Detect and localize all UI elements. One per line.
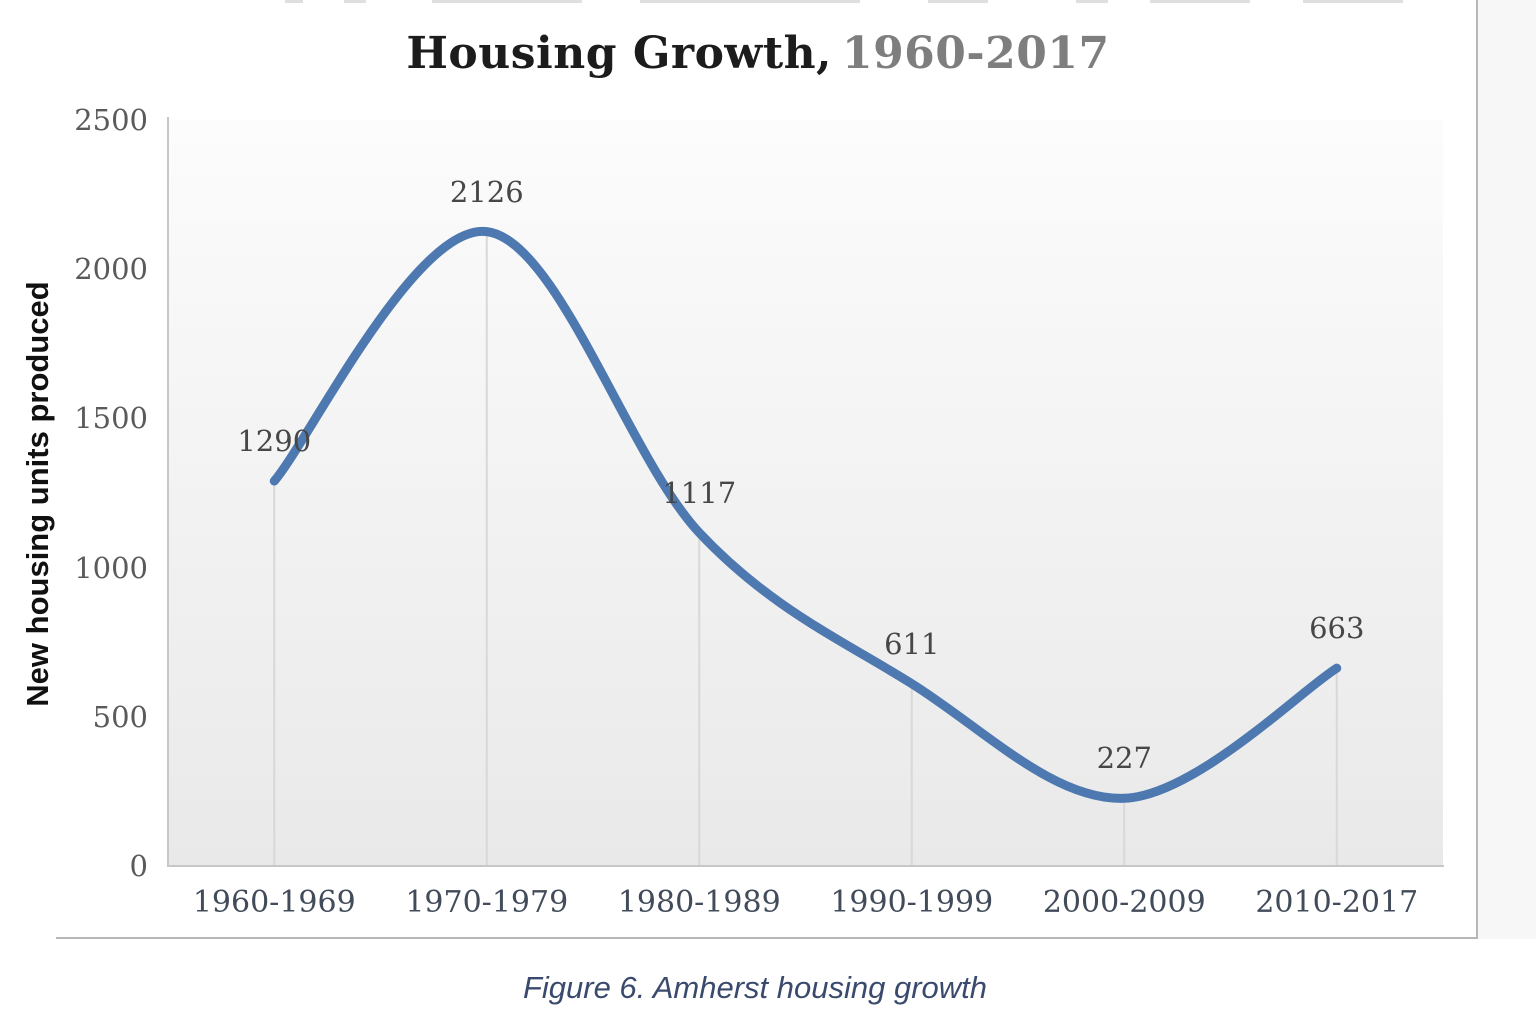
cropped-text-artifact [928,0,988,3]
figure-caption: Figure 6. Amherst housing growth [522,970,988,1005]
page-border-right [1476,0,1478,939]
page-margin [1478,0,1536,939]
data-point-label: 611 [884,626,940,661]
plot-area-background [169,120,1443,866]
chart-title-main: Housing Growth, [406,28,832,79]
cropped-text-artifact [1150,0,1250,3]
x-axis-label: 1970-1979 [405,885,569,920]
y-axis-tick-label: 1000 [74,550,148,585]
cropped-text-artifact [285,0,303,3]
y-axis-tick-label: 2500 [74,103,148,137]
y-axis-tick-label: 0 [129,849,148,883]
x-axis-label: 1990-1999 [830,885,994,920]
y-axis-tick-label: 1500 [74,401,148,436]
data-point-label: 2126 [449,174,524,209]
cropped-text-artifact [1076,0,1108,3]
chart-title-period: 1960-2017 [841,28,1110,79]
x-axis-label: 2010-2017 [1255,885,1419,920]
cropped-text-artifact [640,0,860,3]
data-point-label: 1117 [662,475,737,510]
x-axis-label: 1960-1969 [192,885,356,920]
y-axis-tick-label: 500 [92,699,148,734]
data-point-label: 1290 [237,424,312,459]
y-axis-tick-label: 2000 [74,252,148,287]
page-border-bottom [56,937,1478,939]
data-point-label: 663 [1309,611,1365,646]
chart-title: Housing Growth, 1960-2017 [0,28,1516,79]
cropped-text-artifact [344,0,366,3]
cropped-text-artifact [432,0,582,3]
data-point-label: 227 [1096,741,1152,776]
x-axis-label: 1980-1989 [617,885,781,920]
plot-series-group [269,227,1342,866]
cropped-text-artifact [1303,0,1403,3]
line-series-path [269,227,1342,803]
x-axis-label: 2000-2009 [1042,885,1206,920]
